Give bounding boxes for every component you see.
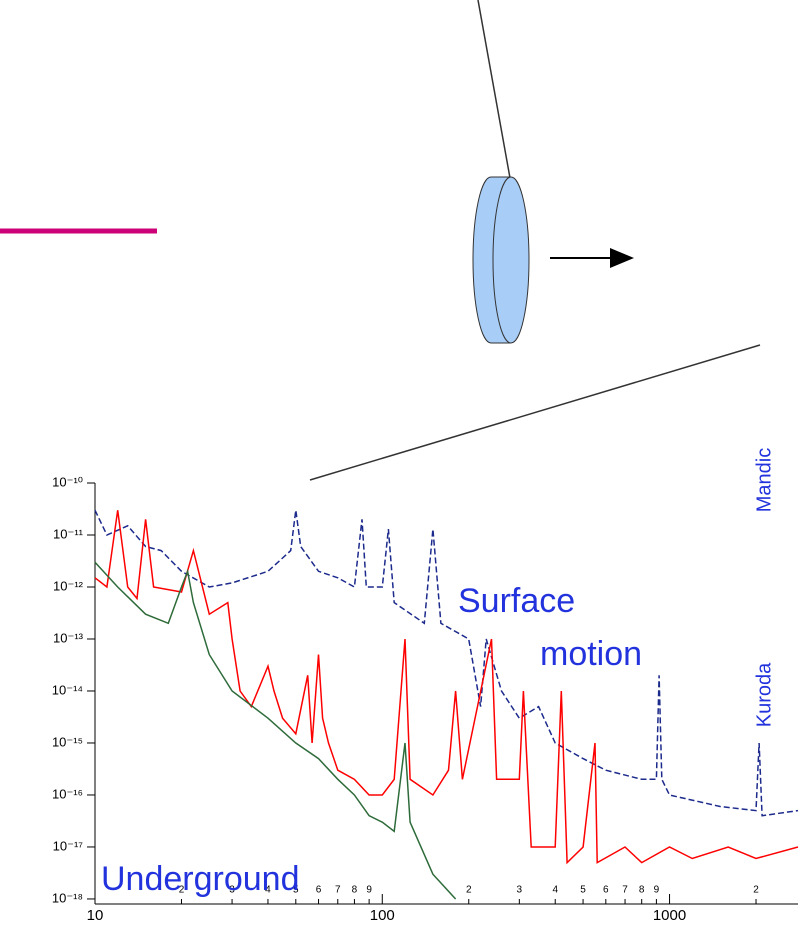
x-tick-label: 10	[87, 907, 104, 924]
x-tick-label: 3	[517, 885, 523, 896]
arrow-head	[610, 248, 634, 268]
x-tick-label: 6	[603, 885, 609, 896]
x-tick-label: 9	[366, 885, 372, 896]
x-tick-label: 7	[335, 885, 341, 896]
pointer-line	[309, 344, 761, 481]
x-tick-label: 2	[753, 885, 759, 896]
x-tick-label: 5	[580, 885, 586, 896]
series-line	[94, 561, 457, 900]
y-tick-label: 10⁻¹¹	[53, 526, 84, 541]
pendulum-wire	[477, 0, 511, 179]
series-line	[94, 509, 799, 817]
x-tick-label: 3	[229, 885, 235, 896]
y-tick-label: 10⁻¹⁷	[53, 838, 84, 853]
x-tick-label: 9	[654, 885, 660, 896]
x-tick-label: 4	[552, 885, 558, 896]
x-tick-label: 100	[370, 907, 395, 924]
x-tick-label: 7	[622, 885, 628, 896]
x-tick-label: 2	[466, 885, 472, 896]
y-tick-label: 10⁻¹⁰	[52, 474, 83, 489]
y-tick-label: 10⁻¹²	[53, 578, 84, 593]
y-tick-label: 10⁻¹⁵	[52, 734, 83, 749]
y-tick-label: 10⁻¹⁴	[52, 682, 83, 697]
annotation: motion	[540, 635, 642, 673]
annotation: Surface	[458, 582, 575, 620]
x-tick-label: 8	[639, 885, 645, 896]
y-tick-label: 10⁻¹⁸	[52, 890, 83, 905]
x-tick-label: 6	[316, 885, 322, 896]
x-tick-label: 4	[265, 885, 271, 896]
annotation: Mandic	[753, 448, 775, 512]
plot: 10⁻¹⁰ 10⁻¹¹ 10⁻¹² 10⁻¹³ 10⁻¹⁴ 10⁻¹⁵ 10⁻¹⁶ 10⁻¹⁷…	[52, 474, 799, 924]
x-tick-label: 2	[179, 885, 185, 896]
y-tick-label: 10⁻¹³	[53, 630, 84, 645]
series-line	[94, 510, 799, 865]
x-tick-label: 5	[293, 885, 299, 896]
x-tick-label: 8	[352, 885, 358, 896]
mirror-front	[492, 176, 530, 344]
annotation: Kuroda	[753, 662, 775, 727]
annotation: Underground	[101, 860, 299, 898]
x-tick-label: 1000	[653, 907, 686, 924]
y-tick-label: 10⁻¹⁶	[52, 786, 83, 801]
